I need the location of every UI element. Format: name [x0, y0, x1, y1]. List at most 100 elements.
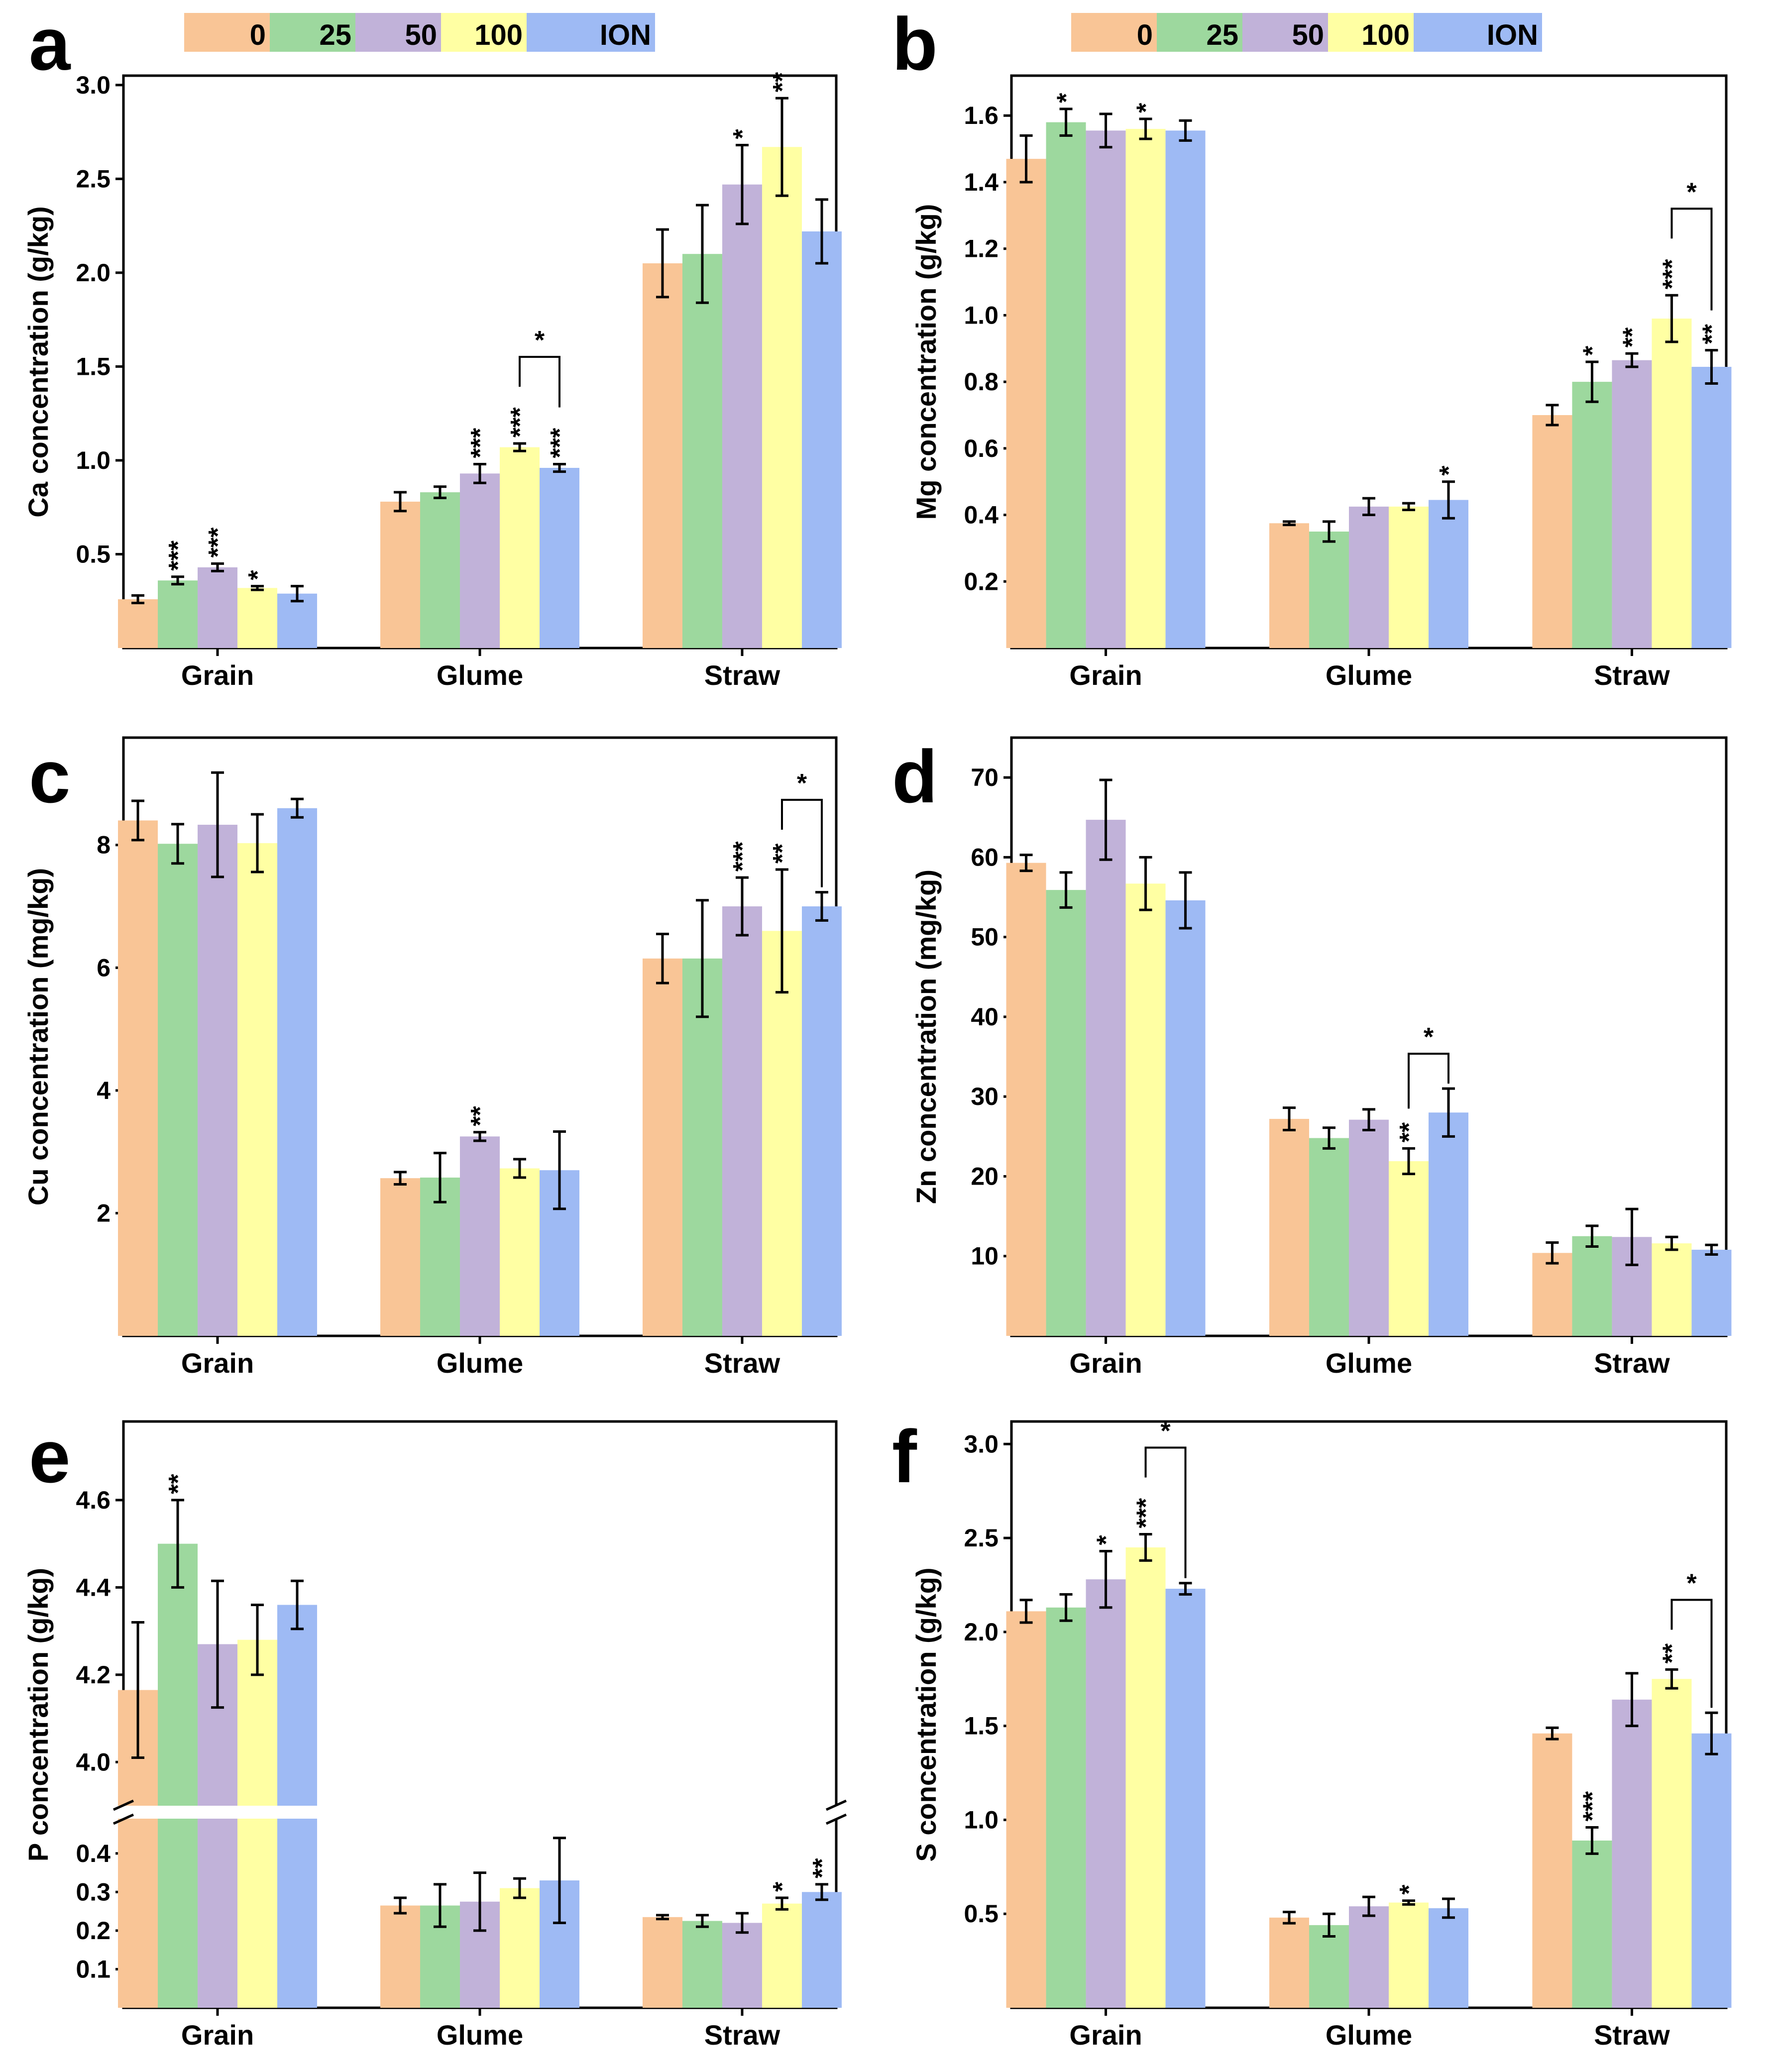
significance-mark: ***	[1578, 1791, 1607, 1821]
axis-break-mark	[112, 1813, 134, 1825]
y-tick-label: 4.0	[76, 1748, 111, 1776]
y-tick-label: 30	[971, 1083, 999, 1110]
bar-straw-0	[642, 1917, 682, 2008]
y-tick-label: 20	[971, 1162, 999, 1190]
y-tick-label: 1.5	[964, 1712, 999, 1740]
bar-straw-0	[1532, 1733, 1572, 2008]
bar-straw-25	[1572, 1236, 1612, 1336]
bar-straw-0	[642, 263, 682, 648]
bar-glume-25	[420, 1177, 460, 1336]
legend-label-25: 25	[319, 19, 351, 51]
y-tick-label: 1.5	[76, 352, 111, 380]
y-tick-label: 0.2	[76, 1917, 111, 1945]
comparison-bracket	[1408, 1053, 1449, 1109]
significance-mark: **	[466, 1105, 495, 1126]
x-category-label-straw: Straw	[704, 1347, 780, 1379]
bracket-significance-mark: *	[1686, 178, 1697, 207]
legend-label-100: 100	[474, 19, 523, 51]
y-axis-label: Ca concentration (g/kg)	[22, 206, 54, 517]
y-axis-label: S concentration (g/kg)	[910, 1567, 942, 1861]
bar-glume-100	[500, 1888, 540, 2008]
panel-letter-f: f	[892, 1415, 917, 1498]
bar-grain-100	[1125, 1547, 1166, 2008]
significance-mark: **	[1618, 327, 1647, 347]
panel-letter-b: b	[892, 2, 938, 86]
x-category-label-grain: Grain	[1069, 1347, 1142, 1379]
legend-swatch-ION	[527, 13, 655, 52]
panel-letter-d: d	[892, 735, 938, 818]
bar-grain-100	[237, 588, 278, 648]
bar-straw-25	[1572, 382, 1612, 648]
bar-glume-0	[1269, 1917, 1309, 2008]
significance-mark: *	[768, 1881, 797, 1892]
legend-label-25: 25	[1206, 19, 1238, 51]
chart-panel-d: d 10 20 30 40 50 60 70 Zn concentration (mg/kg) G…	[892, 735, 1732, 1379]
bar-grain-25	[1046, 1607, 1086, 2008]
bar-glume-0	[380, 1178, 420, 1336]
legend-label-ION: ION	[1487, 19, 1538, 51]
bar-glume-ION	[1429, 1908, 1468, 2008]
x-category-label-grain: Grain	[181, 2019, 254, 2051]
bar-grain-50	[198, 567, 238, 648]
bar-straw-25	[682, 1921, 722, 2008]
comparison-bracket	[1144, 1446, 1187, 1578]
bar-straw-50	[1612, 1699, 1652, 2008]
bar-glume-0	[1269, 1119, 1309, 1336]
x-category-label-straw: Straw	[704, 659, 780, 691]
bar-grain-ION	[1165, 130, 1206, 648]
significance-mark: *	[1052, 93, 1081, 103]
bar-glume-0	[380, 1905, 420, 2008]
y-tick-label: 2	[97, 1199, 111, 1227]
significance-mark: *	[1578, 345, 1607, 356]
y-tick-label: 1.4	[964, 168, 999, 196]
bar-straw-ION	[801, 231, 842, 648]
panel-letter-c: c	[29, 735, 70, 818]
bar-straw-0	[1532, 1253, 1572, 1336]
x-category-label-grain: Grain	[181, 1347, 254, 1379]
bar-straw-50	[722, 906, 762, 1336]
bar-glume-50	[460, 1136, 500, 1336]
bar-glume-ION	[1429, 500, 1468, 648]
legend-right: 0 25 50 100 ION	[1071, 13, 1542, 52]
bar-grain-25	[1046, 122, 1086, 649]
y-tick-label: 1.0	[964, 301, 999, 329]
axis-break-gap	[125, 1806, 835, 1819]
significance-mark: ***	[466, 428, 495, 458]
y-tick-label: 0.4	[76, 1840, 111, 1867]
y-tick-label: 3.0	[964, 1430, 999, 1458]
bar-glume-100	[1389, 1902, 1429, 2008]
bar-glume-25	[1309, 1138, 1349, 1336]
bar-straw-50	[1612, 360, 1652, 648]
significance-mark: ***	[204, 527, 232, 557]
bracket-significance-mark: *	[535, 326, 545, 355]
x-category-label-straw: Straw	[1594, 1347, 1670, 1379]
bar-grain-100	[1125, 128, 1166, 648]
significance-mark: **	[1395, 1122, 1424, 1142]
y-tick-label: 1.0	[76, 446, 111, 474]
x-category-label-glume: Glume	[1326, 2019, 1412, 2051]
bar-glume-100	[500, 1168, 540, 1336]
bar-straw-100	[762, 1903, 802, 2008]
bar-straw-25	[682, 254, 722, 648]
y-axis-label: Zn concentration (mg/kg)	[910, 870, 942, 1204]
comparison-bracket	[519, 356, 560, 408]
significance-mark: *	[1395, 1884, 1424, 1895]
y-tick-label: 4	[97, 1077, 111, 1104]
legend-swatch-100	[1328, 13, 1414, 52]
y-tick-label: 0.6	[964, 435, 999, 462]
y-tick-label: 4.2	[76, 1661, 111, 1689]
x-category-label-straw: Straw	[704, 2019, 780, 2051]
y-tick-label: 2.5	[964, 1524, 999, 1552]
y-tick-label: 0.5	[964, 1900, 999, 1928]
legend-label-100: 100	[1361, 19, 1410, 51]
bracket-significance-mark: *	[1160, 1417, 1171, 1446]
legend-label-0: 0	[1137, 19, 1153, 51]
bar-grain-0	[1006, 863, 1046, 1336]
bar-grain-0	[118, 599, 158, 648]
bar-grain-ION	[1165, 1589, 1206, 2008]
legend-swatch-25	[1157, 13, 1242, 52]
legend-label-ION: ION	[600, 19, 651, 51]
bar-straw-0	[642, 958, 682, 1336]
bar-grain-50	[198, 825, 238, 1336]
